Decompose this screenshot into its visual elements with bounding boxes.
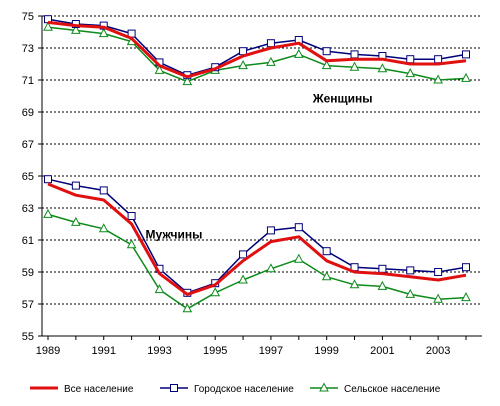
data-point — [405, 288, 416, 298]
y-tick-label: 61 — [22, 235, 34, 247]
data-point — [127, 212, 136, 220]
data-point — [154, 284, 165, 294]
x-tick-label: 1993 — [147, 345, 171, 357]
data-point — [322, 247, 331, 256]
y-tick-label: 63 — [22, 203, 34, 215]
data-point — [126, 239, 137, 249]
data-point — [266, 226, 275, 235]
data-point — [293, 253, 304, 263]
data-point — [98, 28, 109, 38]
legend-marker — [170, 384, 178, 392]
data-point — [238, 274, 248, 284]
x-tick-label: 1995 — [203, 345, 227, 357]
data-point — [434, 55, 443, 64]
series-women-rural — [43, 21, 471, 86]
series-men-total — [47, 182, 467, 296]
series-line — [47, 18, 467, 76]
legend-item: Сельское население — [310, 382, 441, 395]
data-point — [462, 50, 470, 59]
series-line — [47, 182, 467, 296]
series-line — [47, 178, 467, 294]
data-point — [182, 303, 193, 313]
data-point — [433, 293, 443, 303]
data-point — [43, 21, 53, 31]
series-women-urban — [44, 15, 470, 80]
data-point — [349, 61, 360, 71]
series-line — [47, 26, 467, 83]
annotation-label: Мужчины — [146, 227, 203, 241]
data-point — [405, 68, 416, 78]
series-men-rural — [43, 208, 471, 313]
data-point — [406, 55, 415, 64]
data-point — [182, 76, 193, 86]
legend-marker — [319, 382, 329, 392]
data-point — [322, 47, 331, 56]
y-tick-label: 71 — [22, 75, 34, 87]
data-point — [377, 280, 388, 290]
y-tick-label: 55 — [22, 331, 34, 343]
y-tick-label: 57 — [22, 299, 34, 311]
data-point — [238, 60, 248, 70]
x-tick-label: 1991 — [91, 345, 115, 357]
data-point — [71, 24, 81, 34]
data-point — [210, 287, 221, 297]
y-tick-label: 59 — [22, 267, 34, 279]
y-tick-label: 65 — [22, 171, 34, 183]
data-point — [377, 63, 388, 73]
annotation-label: Женщины — [312, 91, 373, 105]
y-tick-label: 75 — [22, 11, 34, 23]
y-tick-label: 73 — [22, 43, 34, 55]
series-line — [47, 213, 467, 310]
data-point — [44, 175, 52, 184]
data-point — [433, 74, 443, 84]
y-axis-ticks: 55 57 59 61 63 65 67 69 71 73 75 — [22, 11, 42, 343]
legend: Все население Городское население Сельское… — [30, 382, 441, 395]
data-point — [349, 279, 360, 289]
data-point — [294, 223, 303, 232]
data-point — [293, 48, 304, 58]
data-point — [71, 216, 81, 226]
data-point — [98, 223, 109, 233]
legend-item: Городское население — [160, 384, 294, 395]
data-point — [321, 271, 332, 281]
series-lines — [43, 15, 471, 313]
series-men-urban — [44, 175, 470, 297]
series-line — [47, 20, 467, 79]
x-tick-label: 1999 — [314, 345, 338, 357]
data-point — [378, 264, 387, 273]
annotations: Женщины Мужчины — [146, 91, 373, 241]
data-point — [321, 60, 332, 70]
data-point — [406, 266, 415, 275]
data-point — [154, 64, 165, 74]
data-point — [461, 72, 471, 82]
data-point — [434, 268, 443, 276]
series-women-total — [47, 20, 467, 79]
x-tick-label: 2001 — [370, 345, 394, 357]
data-point — [266, 263, 276, 273]
data-point — [43, 208, 53, 218]
data-point — [462, 263, 470, 272]
legend-label: Все население — [64, 384, 134, 395]
x-tick-label: 2003 — [426, 345, 450, 357]
data-point — [239, 250, 248, 259]
data-point — [99, 186, 108, 195]
x-tick-label: 1997 — [259, 345, 283, 357]
legend-label: Сельское население — [344, 384, 441, 395]
data-point — [239, 47, 248, 56]
y-tick-label: 67 — [22, 139, 34, 151]
data-point — [350, 50, 359, 59]
data-point — [266, 39, 275, 48]
legend-label: Городское население — [194, 384, 294, 395]
y-tick-label: 69 — [22, 107, 34, 119]
data-point — [266, 56, 276, 66]
data-point — [71, 181, 80, 190]
data-point — [461, 292, 471, 302]
x-axis-ticks: 1989 1991 1993 1995 1997 1999 2001 2003 — [36, 336, 467, 357]
legend-item: Все население — [30, 384, 134, 395]
x-tick-label: 1989 — [36, 345, 60, 357]
